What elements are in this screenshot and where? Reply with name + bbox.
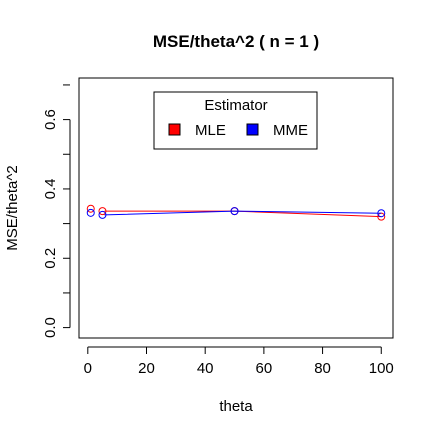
legend-box (153, 91, 318, 150)
data-point-mme (230, 207, 239, 216)
data-point-mme (377, 209, 386, 218)
series-line-mme (104, 210, 382, 216)
data-point-mle (98, 207, 107, 216)
x-axis-label: theta (219, 398, 253, 415)
y-tick-label: 0.0 (42, 317, 59, 338)
y-tick-label: 0.2 (42, 248, 59, 269)
series-mme (86, 207, 386, 219)
x-tick-label: 0 (84, 360, 92, 377)
data-point-mme (86, 208, 95, 217)
x-axis: 0 20 40 60 80 100 (84, 346, 394, 377)
data-point-mme (98, 210, 107, 219)
chart-title: MSE/theta^2 ( n = 1 ) (153, 32, 319, 51)
x-tick-label: 20 (138, 360, 155, 377)
x-tick-label: 80 (314, 360, 331, 377)
legend-swatch-mme (246, 123, 259, 136)
y-axis-label: MSE/theta^2 (4, 165, 21, 250)
legend-label-mle: MLE (195, 122, 226, 139)
legend-title: Estimator (204, 97, 267, 114)
legend-swatch-mle (168, 123, 181, 136)
series-layer (86, 204, 386, 221)
legend-label-mme: MME (273, 122, 308, 139)
data-point-mle (86, 204, 95, 213)
x-tick-label: 40 (197, 360, 214, 377)
y-axis: 0.0 0.2 0.4 0.6 (42, 84, 71, 338)
x-tick-label: 100 (369, 360, 394, 377)
x-tick-label: 60 (256, 360, 273, 377)
y-tick-label: 0.4 (42, 179, 59, 200)
plot-frame (78, 77, 394, 339)
y-tick-label: 0.6 (42, 109, 59, 130)
legend: Estimator MLE MME (153, 91, 318, 150)
